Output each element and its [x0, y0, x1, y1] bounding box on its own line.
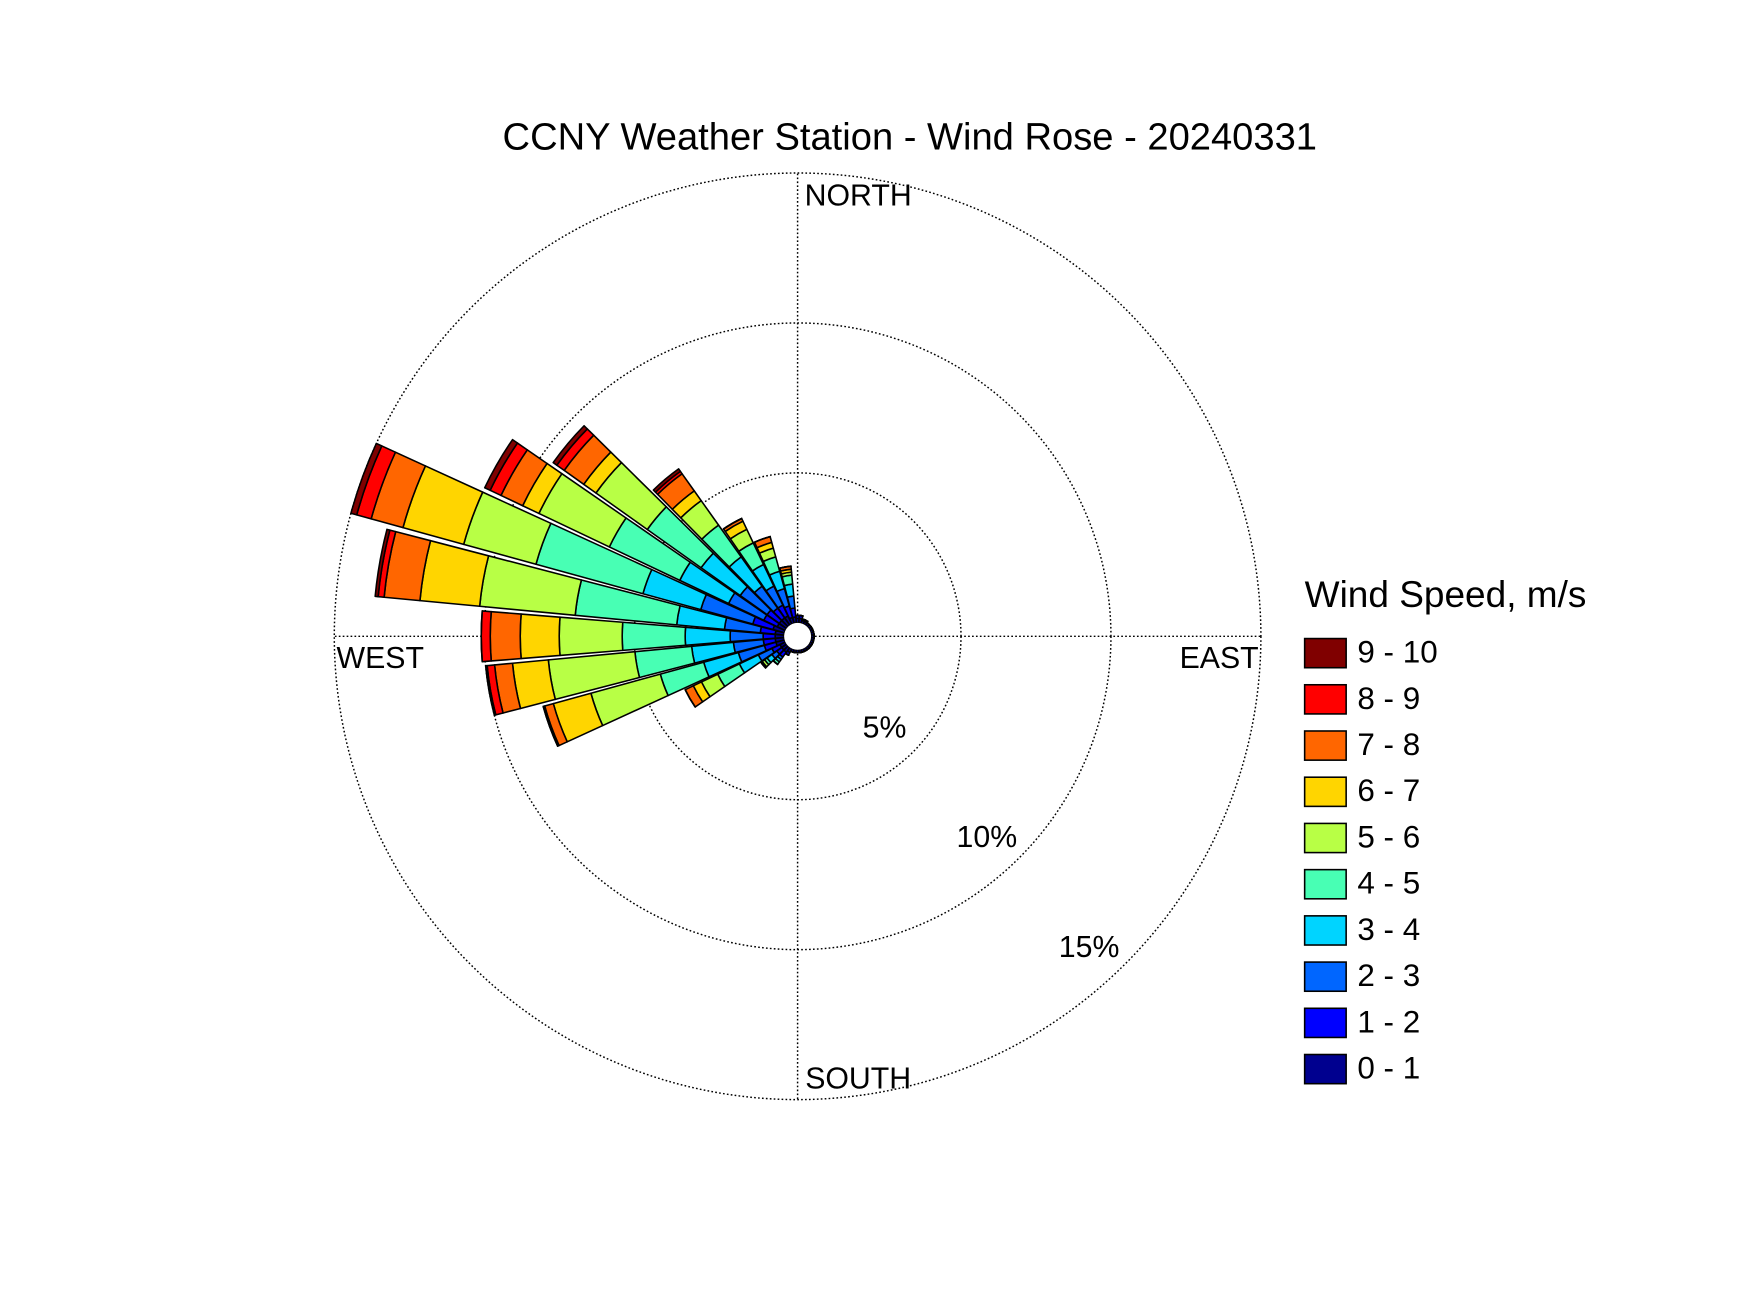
wedge-segment [621, 621, 687, 652]
legend-label: 1 - 2 [1357, 1004, 1420, 1039]
wedge-segment [722, 517, 743, 530]
legend-swatch [1303, 776, 1347, 808]
center-hole [784, 622, 812, 650]
grid-ring [333, 172, 1262, 1101]
wedge-segment [483, 438, 519, 492]
legend-label: 0 - 1 [1357, 1051, 1420, 1086]
wedge-segment [798, 614, 804, 617]
legend-label: 5 - 6 [1357, 819, 1420, 854]
wedge-segment [652, 468, 682, 493]
wedge-segment [374, 528, 391, 598]
wedge-segment [779, 565, 792, 569]
r-tick-label: 5% [863, 712, 907, 745]
legend-label: 7 - 8 [1357, 727, 1420, 762]
wedge-segment [558, 616, 624, 657]
direction-label: EAST [1180, 642, 1259, 675]
wedge-segment [489, 610, 522, 662]
wedge-segment [350, 442, 383, 516]
legend-label: 8 - 9 [1357, 681, 1420, 716]
wedge-segment [480, 610, 484, 663]
r-tick-label: 10% [957, 821, 1018, 854]
direction-label: NORTH [805, 180, 912, 213]
r-tick-label: 15% [1059, 931, 1120, 964]
wedge-segment [684, 688, 696, 708]
wedge-segment [484, 664, 497, 717]
wedge-segment [542, 705, 559, 747]
legend-swatch [1303, 868, 1347, 900]
wedge-segment [804, 619, 809, 623]
wedge-segment [552, 424, 589, 466]
legend-title: Wind Speed, m/s [1305, 573, 1587, 615]
wedge-segment [753, 535, 771, 544]
legend-swatch [1303, 1053, 1347, 1085]
legend-swatch [1303, 637, 1347, 669]
legend-label: 4 - 5 [1357, 866, 1420, 901]
legend-swatch [1303, 683, 1347, 715]
wedge-segment [480, 610, 493, 663]
wedge-segment [519, 613, 561, 660]
legend-label: 6 - 7 [1357, 773, 1420, 808]
legend-swatch [1303, 1007, 1347, 1039]
legend-label: 3 - 4 [1357, 912, 1420, 947]
legend-swatch [1303, 915, 1347, 946]
legend-swatch [1303, 730, 1347, 761]
legend-label: 9 - 10 [1357, 635, 1437, 670]
legend-swatch [1303, 961, 1347, 993]
legend-label: 2 - 3 [1357, 958, 1420, 993]
legend-swatch [1303, 822, 1347, 854]
direction-label: WEST [337, 642, 424, 675]
direction-label: SOUTH [805, 1063, 911, 1096]
chart-title: CCNY Weather Station - Wind Rose - 20240… [503, 115, 1317, 158]
